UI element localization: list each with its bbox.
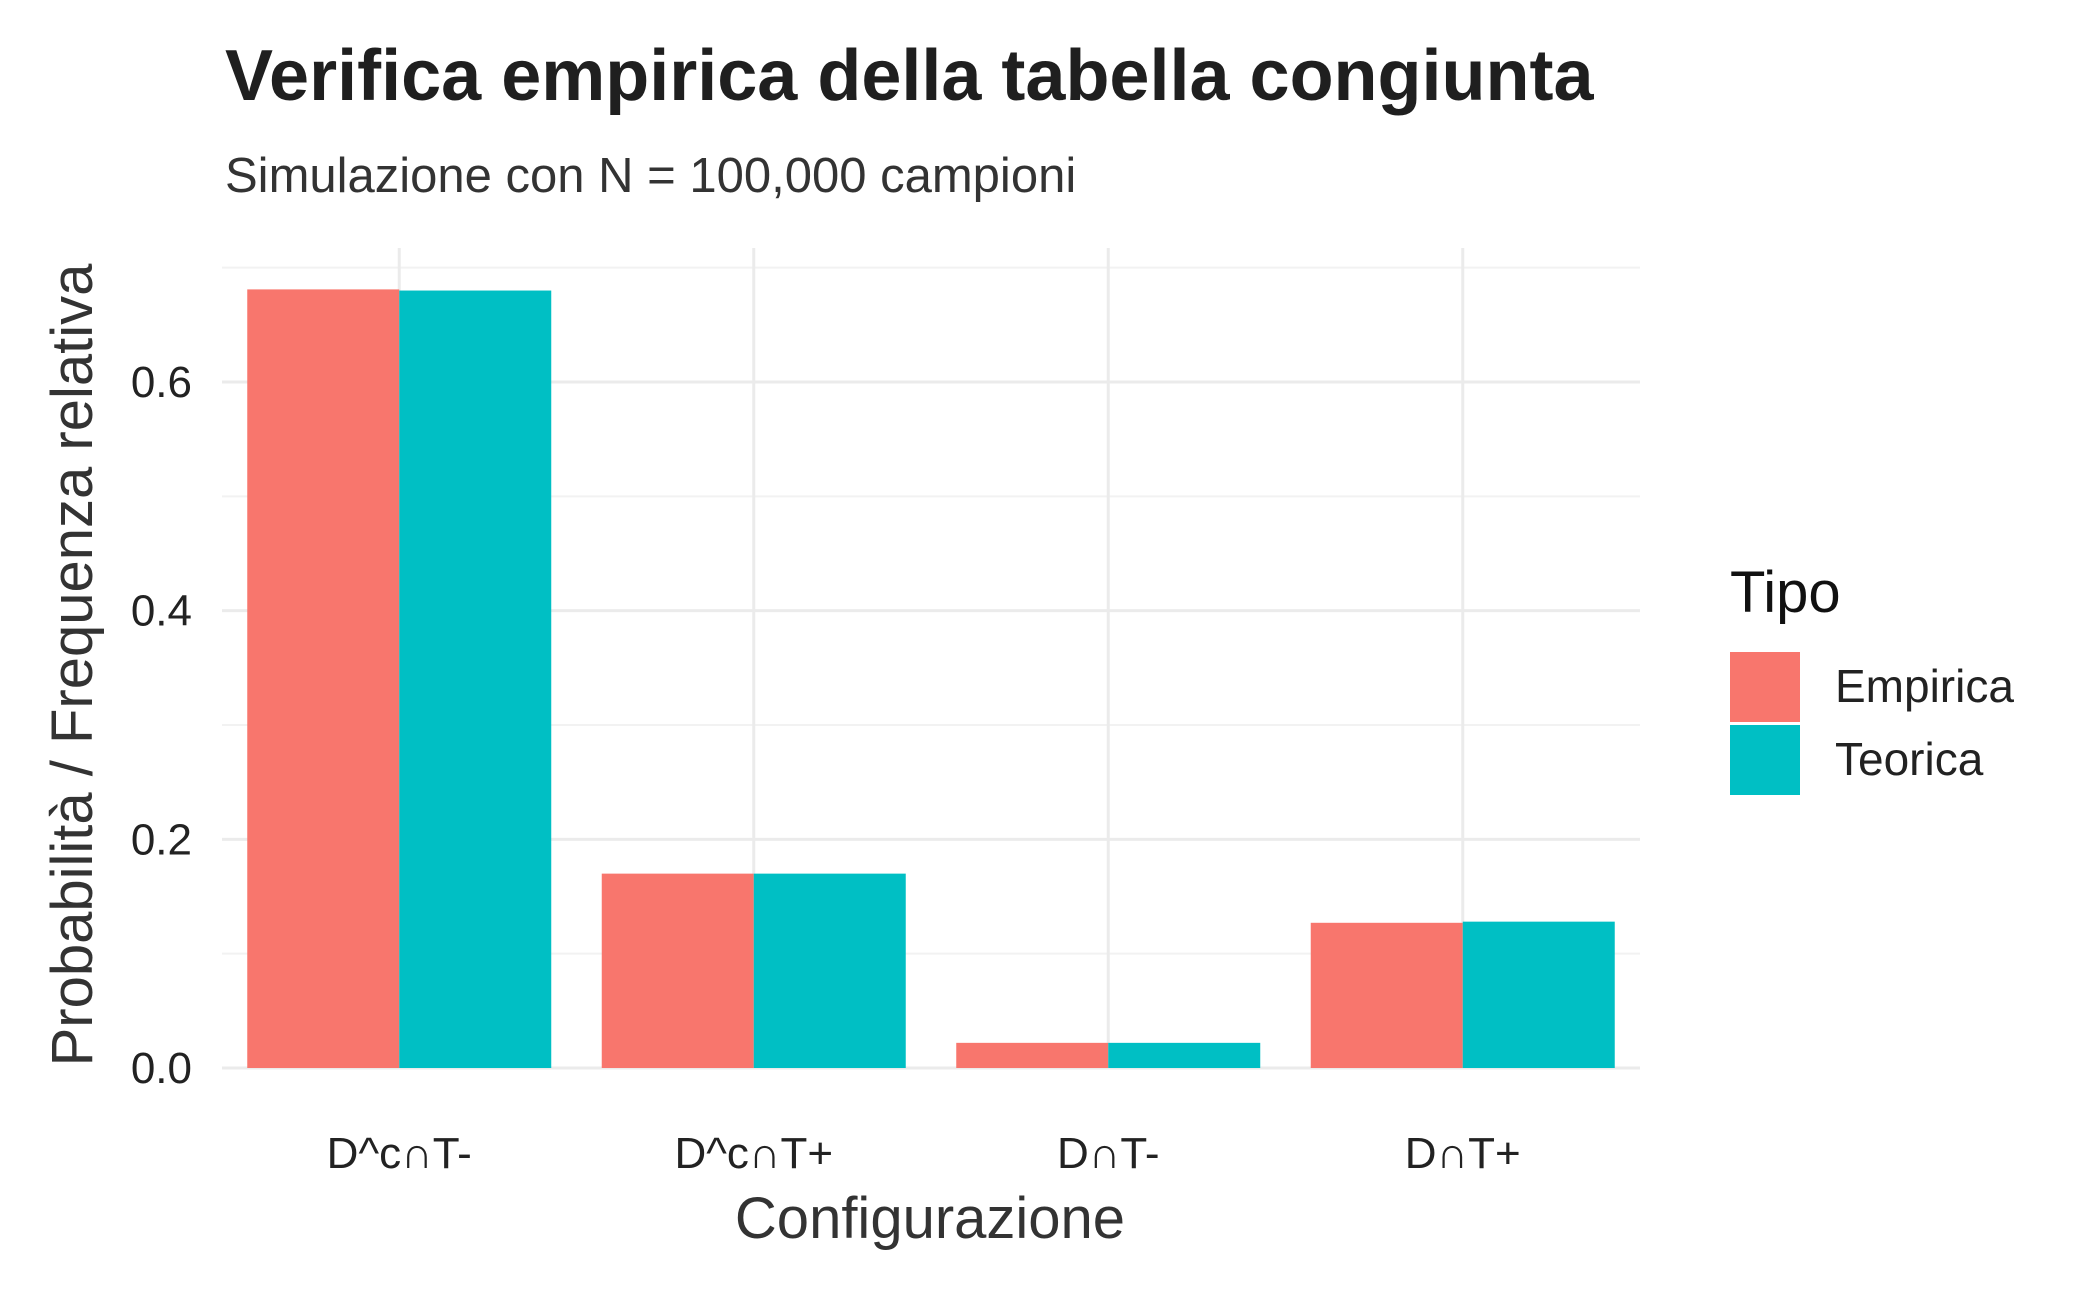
bar-empirica-3 bbox=[1310, 922, 1463, 1068]
bars-layer bbox=[247, 289, 1615, 1068]
axis-layer: 0.0 0.2 0.4 0.6 D^c∩T- D^c∩T+ D∩T- D∩T+ bbox=[131, 358, 1521, 1178]
chart-subtitle: Simulazione con N = 100,000 campioni bbox=[225, 149, 1076, 203]
bar-empirica-1 bbox=[601, 873, 754, 1068]
bar-teorica-0 bbox=[399, 290, 552, 1068]
bar-teorica-3 bbox=[1462, 921, 1615, 1068]
x-axis-label: Configurazione bbox=[735, 1186, 1125, 1251]
x-tick-label: D∩T- bbox=[1057, 1129, 1160, 1178]
y-tick-label: 0.6 bbox=[131, 358, 192, 407]
x-tick-label: D∩T+ bbox=[1405, 1129, 1521, 1178]
y-tick-label: 0.0 bbox=[131, 1044, 192, 1093]
bar-empirica-0 bbox=[247, 289, 400, 1068]
legend-label-empirica: Empirica bbox=[1835, 660, 2014, 712]
legend: Tipo Empirica Teorica bbox=[1730, 560, 2014, 795]
x-tick-label: D^c∩T- bbox=[327, 1129, 472, 1178]
legend-key-teorica bbox=[1730, 725, 1800, 795]
y-tick-label: 0.4 bbox=[131, 587, 192, 636]
bar-teorica-1 bbox=[753, 873, 906, 1068]
bar-teorica-2 bbox=[1108, 1042, 1261, 1068]
legend-title: Tipo bbox=[1730, 560, 1841, 625]
y-tick-label: 0.2 bbox=[131, 815, 192, 864]
x-tick-label: D^c∩T+ bbox=[674, 1129, 833, 1178]
y-axis-label: Probabilità / Frequenza relativa bbox=[40, 263, 105, 1067]
legend-key-empirica bbox=[1730, 652, 1800, 722]
bar-empirica-2 bbox=[956, 1042, 1109, 1068]
legend-label-teorica: Teorica bbox=[1835, 733, 1984, 785]
chart-title: Verifica empirica della tabella congiunt… bbox=[225, 36, 1594, 116]
